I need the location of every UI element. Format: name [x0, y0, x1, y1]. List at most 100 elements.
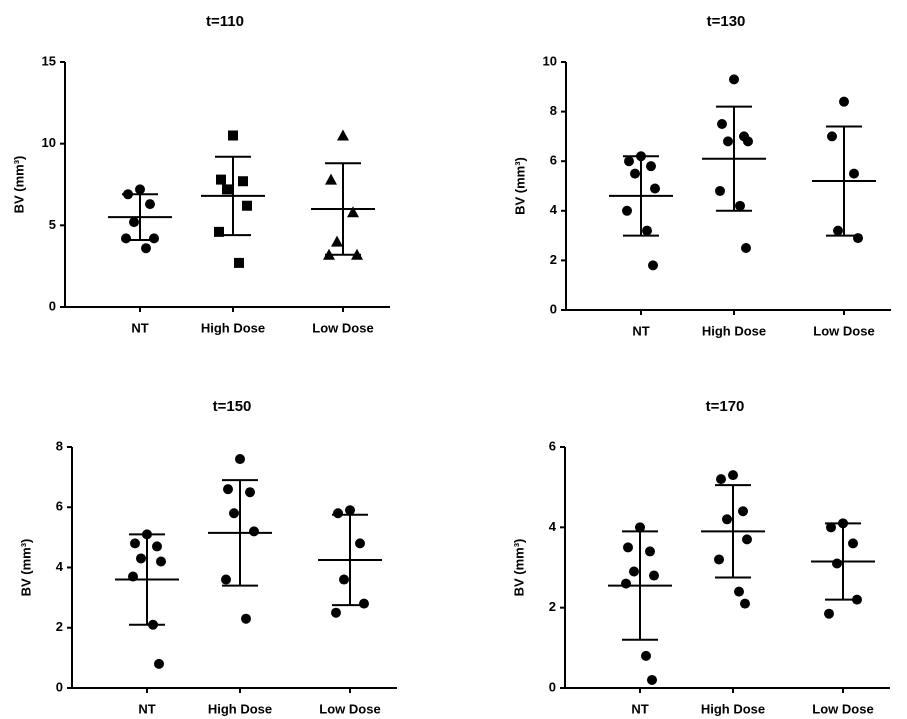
- data-point: [647, 674, 657, 685]
- y-tick-label: 2: [549, 599, 556, 614]
- data-point: [742, 534, 752, 545]
- data-point: [826, 522, 836, 533]
- chart-title: t=170: [706, 398, 745, 415]
- data-point: [249, 526, 259, 537]
- chart-title: t=110: [206, 13, 244, 30]
- data-point: [743, 136, 753, 147]
- data-point: [629, 566, 639, 577]
- y-axis-label: BV (mm³): [512, 157, 527, 215]
- x-tick-label: High Dose: [208, 701, 272, 716]
- data-point: [216, 174, 226, 185]
- data-point: [238, 176, 248, 187]
- data-point: [729, 74, 739, 85]
- y-tick-label: 4: [549, 519, 557, 534]
- data-point: [833, 225, 843, 236]
- y-tick-label: 2: [550, 252, 557, 267]
- y-tick-label: 6: [550, 153, 557, 168]
- data-point: [136, 553, 146, 564]
- data-point: [738, 506, 748, 517]
- x-tick-label: NT: [131, 320, 148, 335]
- data-point: [849, 168, 859, 179]
- data-point: [221, 574, 231, 585]
- data-point: [641, 650, 651, 661]
- data-point: [347, 206, 359, 218]
- data-point: [152, 541, 162, 552]
- data-point: [645, 546, 655, 557]
- x-tick-label: High Dose: [702, 323, 766, 338]
- data-point: [827, 131, 837, 142]
- data-point: [635, 522, 645, 533]
- x-tick-label: High Dose: [201, 320, 265, 335]
- data-point: [339, 574, 349, 585]
- data-point: [717, 119, 727, 129]
- data-point: [722, 514, 732, 525]
- data-point: [337, 129, 349, 141]
- y-tick-label: 10: [42, 135, 56, 150]
- data-point: [234, 257, 244, 268]
- data-point: [345, 505, 355, 516]
- y-tick-label: 6: [549, 438, 556, 453]
- data-point: [156, 556, 166, 567]
- data-point: [740, 598, 750, 609]
- data-point: [642, 225, 652, 236]
- y-tick-label: 0: [550, 301, 557, 316]
- data-point: [141, 243, 151, 254]
- data-point: [649, 570, 659, 581]
- data-point: [624, 156, 634, 167]
- y-tick-label: 8: [550, 103, 557, 118]
- y-tick-label: 5: [49, 217, 56, 232]
- data-point: [222, 184, 232, 195]
- x-tick-label: Low Dose: [312, 320, 373, 335]
- data-point: [129, 217, 139, 228]
- data-point: [331, 235, 343, 247]
- x-tick-label: Low Dose: [812, 701, 873, 716]
- data-point: [229, 508, 239, 519]
- y-tick-label: 0: [56, 679, 63, 694]
- data-point: [235, 454, 245, 465]
- data-point: [333, 508, 343, 519]
- data-point: [728, 470, 738, 481]
- data-point: [646, 161, 656, 172]
- data-point: [650, 183, 660, 194]
- data-point: [630, 168, 640, 179]
- data-point: [621, 578, 631, 589]
- y-tick-label: 0: [549, 679, 556, 694]
- y-axis-label: BV (mm³): [18, 539, 33, 597]
- x-tick-label: NT: [631, 701, 648, 716]
- data-point: [242, 200, 252, 211]
- data-point: [245, 487, 255, 498]
- data-point: [832, 558, 842, 569]
- chart-title: t=130: [707, 13, 746, 30]
- data-point: [848, 538, 858, 549]
- data-point: [715, 185, 725, 196]
- data-point: [734, 586, 744, 597]
- x-tick-label: NT: [632, 323, 649, 338]
- data-point: [723, 136, 733, 147]
- data-point: [214, 226, 224, 237]
- data-point: [824, 608, 834, 619]
- x-tick-label: NT: [138, 701, 155, 716]
- y-tick-label: 0: [49, 298, 56, 313]
- data-point: [154, 658, 164, 669]
- data-point: [622, 205, 632, 216]
- x-tick-label: Low Dose: [813, 323, 874, 338]
- y-tick-label: 10: [543, 53, 557, 68]
- data-point: [325, 173, 337, 185]
- y-tick-label: 15: [42, 53, 56, 68]
- y-axis-label: BV (mm³): [11, 156, 26, 214]
- data-point: [331, 607, 341, 618]
- y-tick-label: 8: [56, 438, 63, 453]
- data-point: [648, 260, 658, 271]
- data-point: [355, 538, 365, 549]
- data-point: [241, 613, 251, 624]
- data-point: [145, 199, 155, 210]
- data-point: [121, 233, 131, 244]
- data-point: [135, 184, 145, 195]
- data-point: [223, 484, 233, 495]
- data-point: [714, 554, 724, 565]
- data-point: [359, 598, 369, 609]
- x-tick-label: High Dose: [701, 701, 765, 716]
- data-point: [735, 200, 745, 211]
- data-point: [623, 542, 633, 553]
